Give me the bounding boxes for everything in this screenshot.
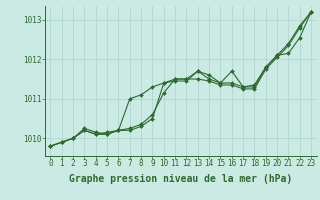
X-axis label: Graphe pression niveau de la mer (hPa): Graphe pression niveau de la mer (hPa) [69, 174, 292, 184]
